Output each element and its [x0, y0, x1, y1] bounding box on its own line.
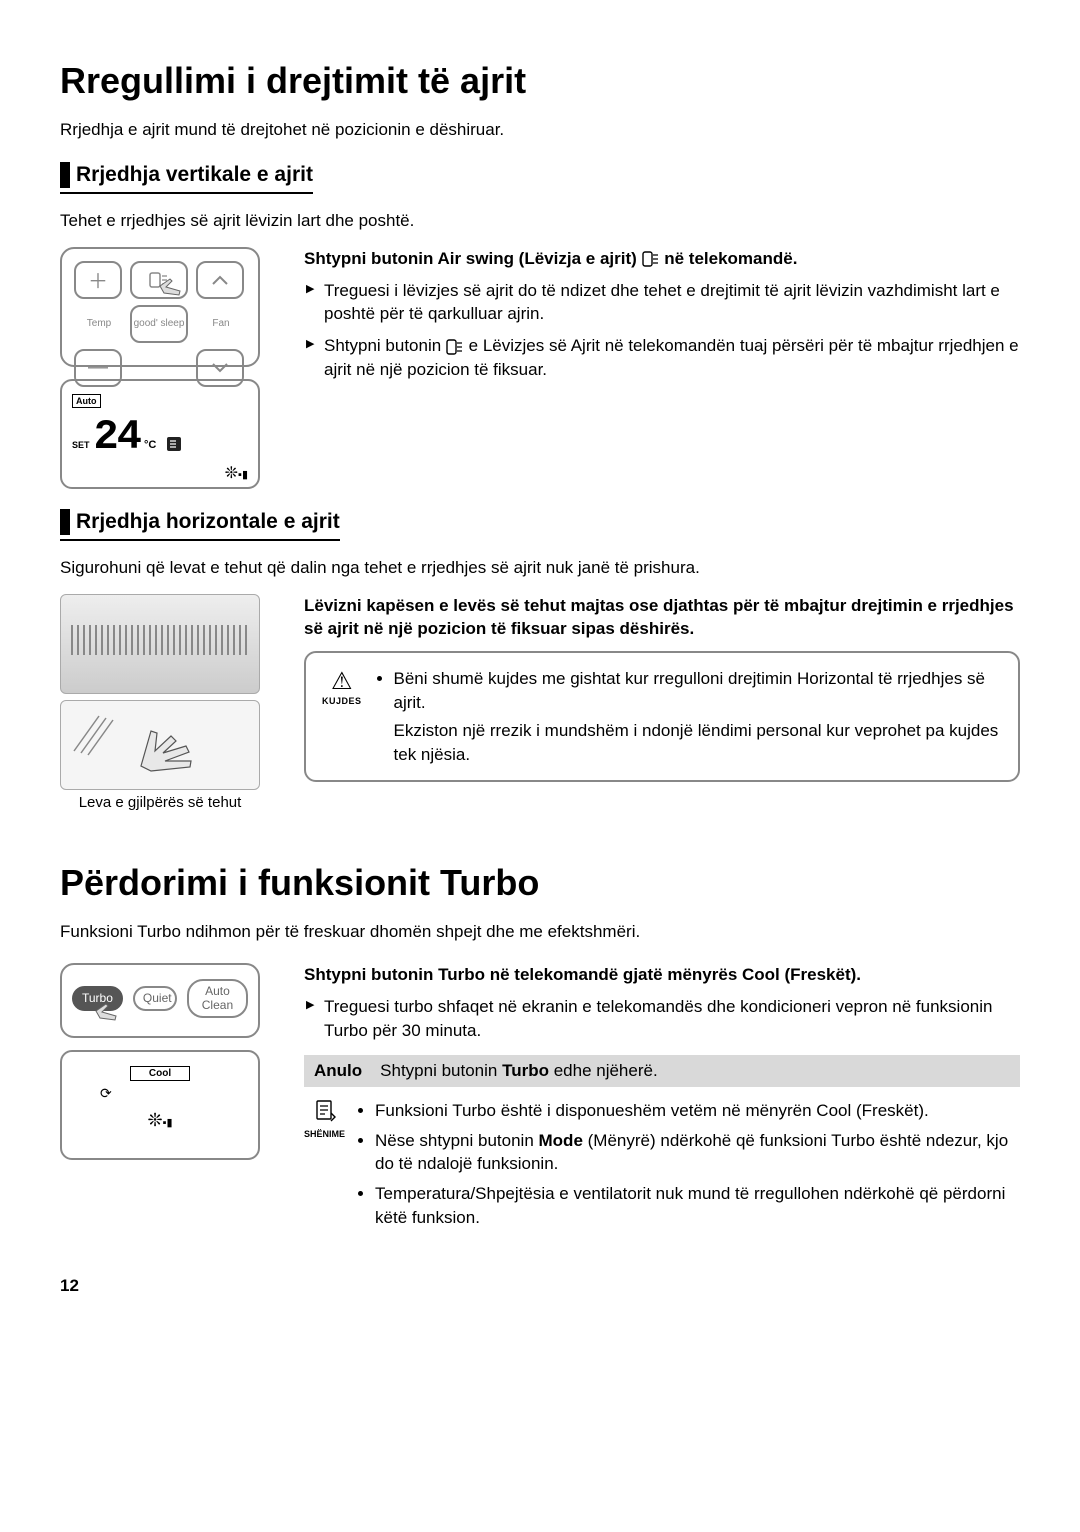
lcd-display-1: Auto SET 24 °C ❊▪▮ [60, 379, 260, 489]
section1-intro: Rrjedhja e ajrit mund të drejtohet në po… [60, 118, 1020, 142]
ac-closeup-image [60, 700, 260, 790]
anulo-label: Anulo [314, 1061, 362, 1081]
shenime-item-3: Temperatura/Shpejtësia e ventilatorit nu… [375, 1182, 1020, 1230]
swing-icon [642, 251, 660, 267]
shenime-row: SHËNIME Funksioni Turbo është i disponue… [304, 1099, 1020, 1236]
sub2-desc: Sigurohuni që levat e tehut që dalin nga… [60, 557, 1020, 580]
fan-up-button [196, 261, 244, 299]
s2-bold: Mode [539, 1131, 583, 1150]
lcd2-fan-icon: ❊▪▮ [70, 1110, 250, 1131]
louver-icon [69, 711, 129, 761]
anulo-pre: Shtypni butonin [380, 1061, 502, 1080]
sub1-title: Rrjedhja vertikale e ajrit [76, 163, 313, 187]
ac-caption: Leva e gjilpërës së tehut [60, 794, 260, 812]
lcd-display-2: Cool ⟳ ❊▪▮ [60, 1050, 260, 1160]
sub2-header-bar: Rrjedhja horizontale e ajrit [60, 509, 340, 541]
section2-bullet-1: Treguesi turbo shfaqet në ekranin e tele… [306, 995, 1020, 1043]
shenime-item-1: Funksioni Turbo është i disponueshëm vet… [375, 1099, 1020, 1123]
section2-intro: Funksioni Turbo ndihmon për të freskuar … [60, 920, 1020, 944]
b2-pre: Shtypni butonin [324, 336, 446, 355]
lcd-swing-icon [166, 435, 182, 452]
s2-instr-post: në telekomandë gjatë mënyrës Cool (Fresk… [485, 965, 861, 984]
anulo-row: Anulo Shtypni butonin Turbo edhe njëherë… [304, 1055, 1020, 1087]
temp-down-button: — [74, 349, 122, 387]
caution-icon: ⚠ [322, 667, 362, 696]
note-icon [304, 1099, 345, 1129]
anulo-bold: Turbo [502, 1061, 549, 1080]
anulo-post: edhe njëherë. [549, 1061, 658, 1080]
caution-item-1: Bëni shumë kujdes me gishtat kur rregull… [394, 667, 1002, 715]
ac-unit-image [60, 594, 260, 694]
fan-down-button [196, 349, 244, 387]
sub1-instr-title: Shtypni butonin Air swing (Lëvizja e ajr… [304, 247, 1020, 271]
s2-instr-bold: Turbo [438, 965, 485, 984]
caution-label: KUJDES [322, 696, 362, 706]
shenime-item-2: Nëse shtypni butonin Mode (Mënyrë) ndërk… [375, 1129, 1020, 1177]
fan-label: Fan [196, 318, 246, 329]
lcd-set-label: SET [72, 440, 90, 450]
caution-box: ⚠ KUJDES Bëni shumë kujdes me gishtat ku… [304, 651, 1020, 782]
swing-icon-2 [446, 339, 464, 355]
finger-press-icon [86, 996, 136, 1046]
temp-label: Temp [74, 318, 124, 329]
sub1-bullet-1: Treguesi i lëvizjes së ajrit do të ndize… [306, 279, 1020, 327]
lcd-temp-value: 24 [94, 413, 140, 461]
sub2-marker [60, 509, 70, 535]
quiet-button: Quiet [133, 986, 177, 1011]
temp-up-button: ＋ [74, 261, 122, 299]
shenime-label: SHËNIME [304, 1129, 345, 1139]
section2-instr-title: Shtypni butonin Turbo në telekomandë gja… [304, 963, 1020, 987]
sub1-marker [60, 162, 70, 188]
hand-icon [131, 711, 211, 781]
remote-bottom-image: Turbo Quiet Auto Clean [60, 963, 260, 1037]
sub1-header-bar: Rrjedhja vertikale e ajrit [60, 162, 313, 194]
sub2-title: Rrjedhja horizontale e ajrit [76, 510, 340, 534]
auto-clean-button: Auto Clean [187, 979, 248, 1017]
s2-instr-pre: Shtypni butonin [304, 965, 438, 984]
sub1-bullet-2: Shtypni butonin e Lëvizjes së Ajrit në t… [306, 334, 1020, 382]
section2-title: Përdorimi i funksionit Turbo [60, 862, 1020, 904]
sub1-bullets: Treguesi i lëvizjes së ajrit do të ndize… [304, 279, 1020, 382]
lcd-auto-badge: Auto [72, 394, 101, 408]
sub1-desc: Tehet e rrjedhjes së ajrit lëvizin lart … [60, 210, 1020, 233]
lcd2-cool-badge: Cool [130, 1066, 190, 1081]
remote-top-image: ＋ Temp good' sleep Fan — [60, 247, 260, 367]
air-swing-button [130, 261, 188, 299]
page-number: 12 [60, 1276, 1020, 1296]
instr-pre: Shtypni butonin Air swing (Lëvizja e ajr… [304, 249, 642, 268]
anulo-text: Shtypni butonin Turbo edhe njëherë. [380, 1061, 658, 1081]
instr-post: në telekomandë. [660, 249, 798, 268]
lcd2-turbo-icon: ⟳ [100, 1085, 250, 1102]
section1-title: Rregullimi i drejtimit të ajrit [60, 60, 1020, 102]
sub2-instr: Lëvizni kapësen e levës së tehut majtas … [304, 594, 1020, 642]
caution-sub: Ekziston një rrezik i mundshëm i ndonjë … [376, 719, 1002, 767]
lcd-deg-label: °C [144, 439, 156, 451]
lcd-fan-icon: ❊ [225, 465, 238, 482]
s2-pre: Nëse shtypni butonin [375, 1131, 539, 1150]
